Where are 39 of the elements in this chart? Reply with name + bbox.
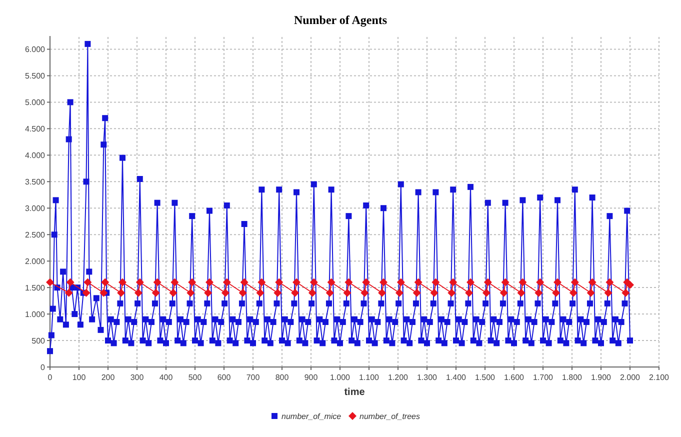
y-tick-label: 1.000 bbox=[24, 310, 46, 320]
y-tick-label: 3.000 bbox=[24, 204, 46, 214]
x-tick-label: 1.100 bbox=[358, 373, 380, 382]
x-tick-label: 100 bbox=[72, 373, 86, 382]
y-tick-label: 3.500 bbox=[24, 178, 46, 187]
x-tick-label: 1.400 bbox=[446, 373, 467, 382]
x-tick-label: 900 bbox=[304, 373, 318, 382]
x-tick-label: 1.800 bbox=[562, 373, 583, 382]
x-tick-label: 1.200 bbox=[388, 373, 409, 382]
x-tick-label: 500 bbox=[188, 373, 202, 382]
chart-title: Number of Agents bbox=[294, 13, 388, 27]
x-tick-label: 1.700 bbox=[532, 373, 554, 382]
y-tick-label: 500 bbox=[32, 336, 46, 346]
x-tick-label: 1.900 bbox=[590, 373, 612, 382]
x-tick-label: 400 bbox=[159, 373, 174, 382]
y-tick-label: 5.500 bbox=[24, 72, 46, 81]
legend-label: number_of_mice bbox=[282, 412, 342, 421]
legend-label: number_of_trees bbox=[360, 412, 420, 421]
y-tick-label: 5.000 bbox=[24, 98, 46, 108]
y-tick-label: 4.000 bbox=[24, 151, 46, 160]
y-tick-label: 2.000 bbox=[24, 257, 46, 266]
x-tick-label: 1.500 bbox=[474, 373, 496, 382]
x-tick-label: 2.100 bbox=[648, 373, 670, 382]
x-tick-label: 2.000 bbox=[620, 373, 641, 382]
x-tick-label: 1.600 bbox=[504, 373, 525, 382]
y-tick-label: 6.000 bbox=[24, 45, 46, 54]
x-axis-title: time bbox=[344, 387, 366, 398]
x-tick-label: 600 bbox=[217, 373, 232, 382]
x-tick-label: 300 bbox=[130, 373, 144, 382]
x-tick-label: 1.000 bbox=[330, 373, 351, 382]
y-tick-label: 4.500 bbox=[24, 124, 46, 134]
x-tick-label: 700 bbox=[246, 373, 260, 382]
y-tick-label: 0 bbox=[40, 363, 46, 372]
y-tick-label: 1.500 bbox=[24, 284, 46, 293]
y-tick-label: 2.500 bbox=[24, 230, 46, 240]
x-tick-label: 200 bbox=[101, 373, 116, 382]
x-tick-label: 1.300 bbox=[416, 373, 438, 382]
x-tick-label: 800 bbox=[275, 373, 290, 382]
x-tick-label: 0 bbox=[48, 373, 53, 382]
